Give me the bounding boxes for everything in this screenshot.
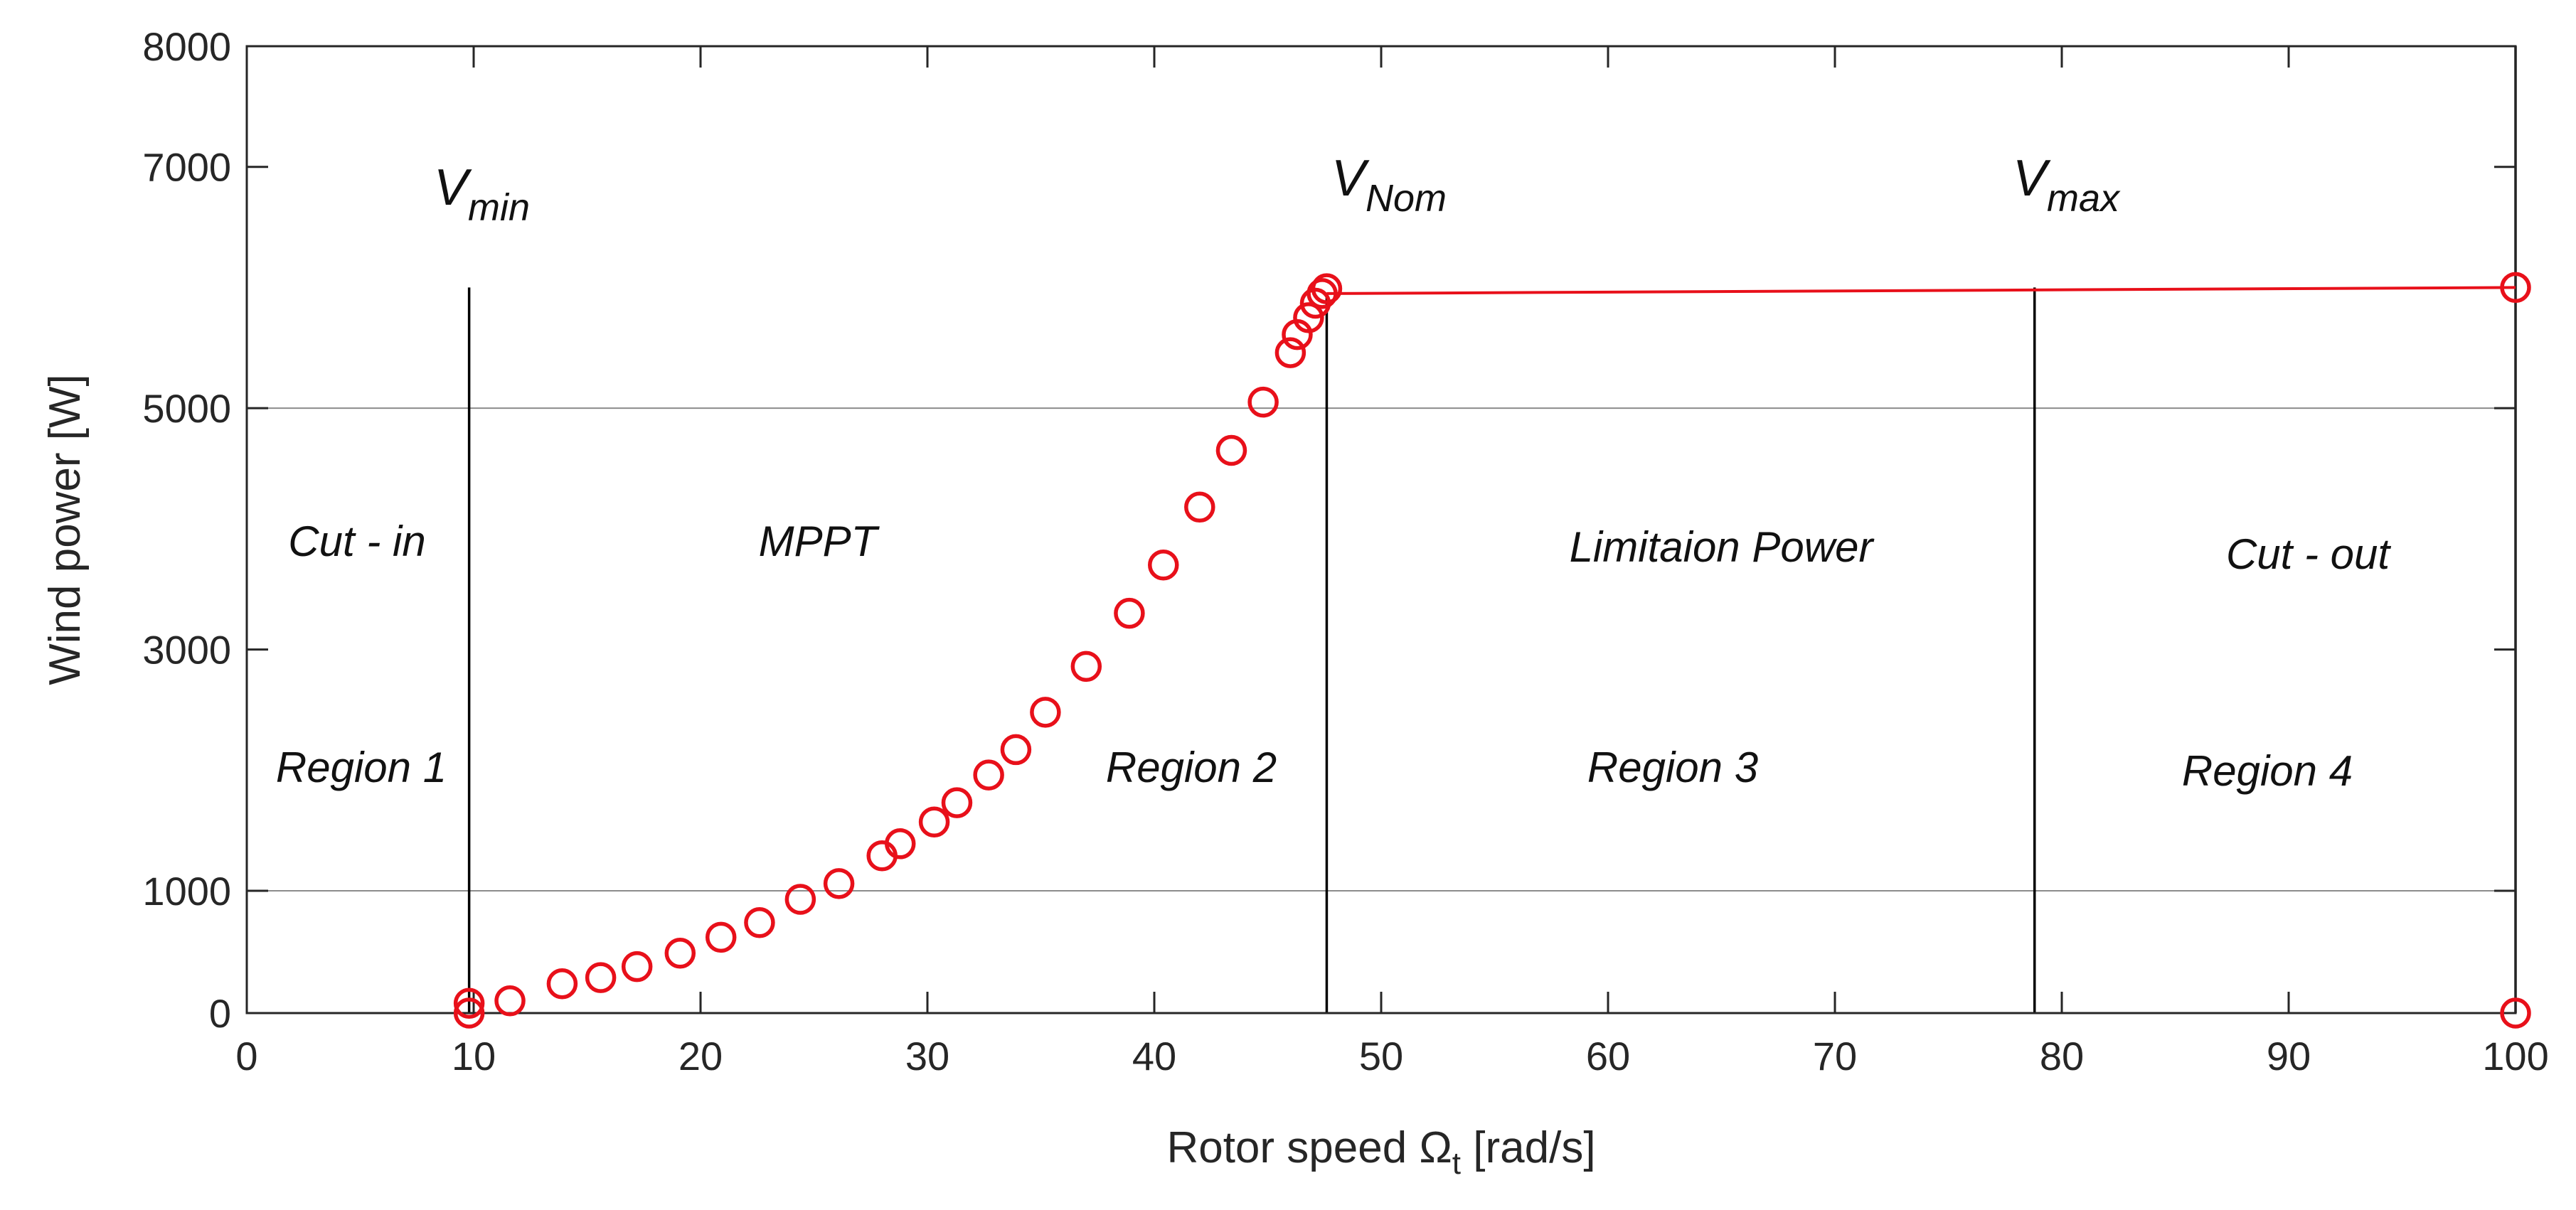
data-point-8 (744, 906, 775, 938)
y-tick-label-5000: 5000 (142, 386, 231, 431)
data-point-0 (453, 997, 485, 1029)
v-max-label: Vmax (2013, 150, 2121, 220)
series-layer (453, 272, 2531, 1029)
limitation-power-label: Limitaion Power (1570, 523, 1875, 571)
y-tick-label-7000: 7000 (142, 145, 231, 190)
x-tick-label-70: 70 (1813, 1034, 1857, 1078)
data-point-23 (1247, 386, 1279, 418)
x-axis-label-subscript: t (1452, 1146, 1461, 1181)
v-max-main: V (2013, 150, 2051, 207)
x-tick-label-40: 40 (1132, 1034, 1176, 1078)
data-point-20 (1148, 550, 1179, 581)
tick-layer: 0 1000 3000 5000 7000 8000 0 10 20 30 40 50 60 70 80 90… (142, 24, 2548, 1078)
data-point-5 (621, 951, 653, 983)
y-tick-label-1000: 1000 (142, 869, 231, 914)
data-point-1 (453, 987, 485, 1019)
v-min-main: V (434, 159, 472, 216)
y-tick-label-3000: 3000 (142, 628, 231, 673)
v-nom-label: VNom (1331, 150, 1447, 220)
x-tick-label-20: 20 (678, 1034, 723, 1078)
x-axis-label: Rotor speed Ωt [rad/s] (1166, 1123, 1595, 1181)
mppt-label: MPPT (759, 518, 880, 565)
data-point-6 (664, 937, 696, 969)
y-tick-label-8000: 8000 (142, 24, 231, 69)
x-tick-label-90: 90 (2267, 1034, 2311, 1078)
data-point-9 (784, 884, 816, 915)
data-point-10 (823, 868, 855, 899)
region-1-label: Region 1 (276, 744, 447, 791)
data-point-14 (941, 787, 973, 818)
v-nom-main: V (1331, 150, 1370, 207)
v-min-sub: min (468, 186, 530, 229)
y-axis-label: Wind power [W] (41, 374, 90, 685)
x-tick-label-10: 10 (452, 1034, 496, 1078)
y-tick-label-0: 0 (209, 991, 231, 1036)
cut-out-label: Cut - out (2226, 530, 2391, 578)
cut-in-label: Cut - in (288, 518, 425, 565)
region-2-label: Region 2 (1106, 744, 1277, 791)
x-axis-label-unit: [rad/s] (1461, 1123, 1596, 1172)
limitation-power-line (1326, 286, 2516, 295)
data-point-13 (918, 806, 950, 838)
grid-layer (247, 407, 2516, 892)
data-point-7 (705, 921, 737, 953)
data-point-4 (585, 962, 617, 993)
x-tick-label-100: 100 (2482, 1034, 2548, 1078)
region-3-label: Region 3 (1587, 744, 1758, 791)
v-nom-sub: Nom (1366, 177, 1447, 220)
data-point-21 (1184, 491, 1215, 523)
data-point-2 (494, 985, 526, 1017)
data-point-26 (1293, 302, 1324, 333)
data-point-29 (1311, 273, 1343, 304)
data-point-12 (884, 828, 916, 860)
data-point-3 (546, 968, 578, 1000)
x-tick-label-30: 30 (905, 1034, 949, 1078)
data-point-19 (1114, 597, 1145, 629)
data-point-17 (1030, 697, 1061, 728)
data-point-18 (1070, 650, 1102, 682)
data-point-22 (1215, 434, 1247, 466)
x-axis-label-main: Rotor speed Ω (1166, 1123, 1452, 1172)
v-min-label: Vmin (434, 159, 530, 229)
x-tick-label-60: 60 (1586, 1034, 1630, 1078)
v-max-sub: max (2047, 177, 2121, 220)
data-point-15 (973, 759, 1004, 791)
region-4-label: Region 4 (2182, 747, 2353, 795)
data-point-16 (1000, 734, 1032, 766)
plot-background (247, 46, 2516, 1013)
data-point-24 (1274, 337, 1306, 368)
data-point-31 (2500, 997, 2531, 1029)
x-tick-label-0: 0 (235, 1034, 257, 1078)
x-tick-label-80: 80 (2040, 1034, 2084, 1078)
x-tick-label-50: 50 (1359, 1034, 1403, 1078)
